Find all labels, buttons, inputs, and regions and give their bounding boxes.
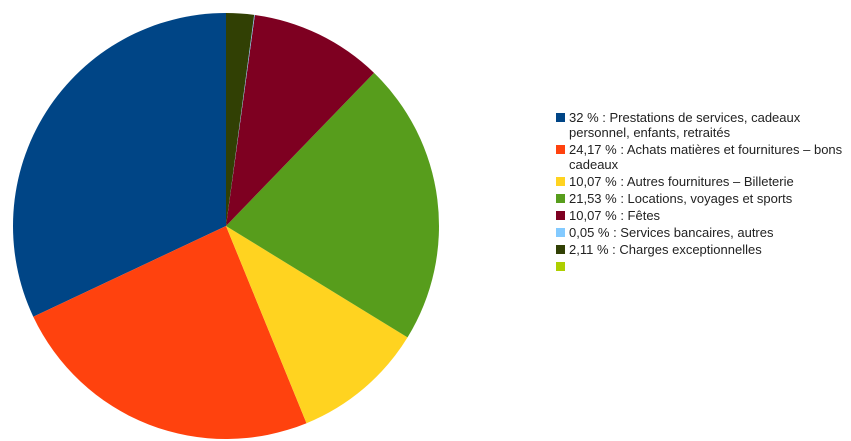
legend-label: 10,07 % : Fêtes: [569, 208, 661, 223]
legend-swatch: [556, 228, 565, 237]
legend-item: 32 % : Prestations de services, cadeaux …: [556, 110, 846, 140]
legend-swatch: [556, 145, 565, 154]
legend-swatch: [556, 113, 565, 122]
pie-slice-0: [12, 13, 227, 317]
legend-label: 0,05 % : Services bancaires, autres: [569, 225, 774, 240]
pie-slice-2: [226, 226, 408, 424]
legend-swatch: [556, 245, 565, 254]
pie-slice-5: [226, 14, 255, 227]
legend-item: 2,11 % : Charges exceptionnelles: [556, 242, 846, 257]
legend-label: 10,07 % : Autres fournitures – Billeteri…: [569, 174, 794, 189]
pie-slice-4: [226, 14, 375, 226]
legend-swatch: [556, 211, 565, 220]
legend-swatch: [556, 177, 565, 186]
legend-label: 21,53 % : Locations, voyages et sports: [569, 191, 793, 206]
chart-legend: 32 % : Prestations de services, cadeaux …: [556, 110, 846, 273]
legend-swatch: [556, 194, 565, 203]
pie-slice-3: [226, 72, 440, 338]
legend-item: 21,53 % : Locations, voyages et sports: [556, 191, 846, 206]
legend-item: 24,17 % : Achats matières et fournitures…: [556, 142, 846, 172]
legend-label: 24,17 % : Achats matières et fournitures…: [569, 142, 843, 172]
legend-label: 2,11 % : Charges exceptionnelles: [569, 242, 762, 257]
legend-item: [556, 259, 846, 271]
legend-label: 32 % : Prestations de services, cadeaux …: [569, 110, 801, 140]
legend-swatch: [556, 262, 565, 271]
pie-slice-6: [226, 13, 255, 226]
pie-slice-1: [33, 226, 307, 439]
legend-item: 0,05 % : Services bancaires, autres: [556, 225, 846, 240]
legend-item: 10,07 % : Autres fournitures – Billeteri…: [556, 174, 846, 189]
legend-item: 10,07 % : Fêtes: [556, 208, 846, 223]
